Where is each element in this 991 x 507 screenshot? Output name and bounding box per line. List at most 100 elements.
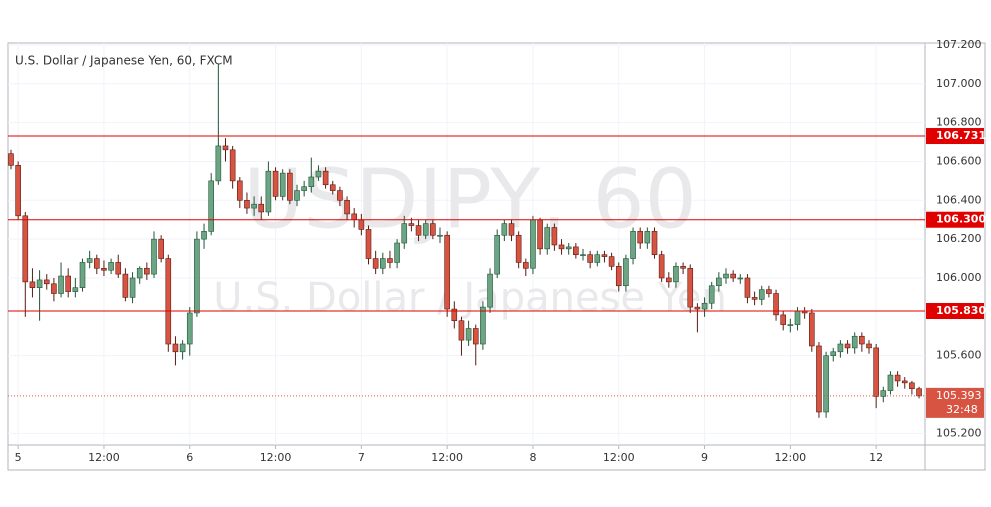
candle-body [365,229,372,259]
candle-body [430,223,436,236]
candle-body [665,277,672,283]
x-tick-label: 6 [186,451,193,464]
x-tick-label: 12 [869,451,883,464]
candle-body [94,258,100,269]
candle-body [86,258,93,263]
last-price-box [926,387,984,418]
candle-body [165,258,172,345]
x-tick-label: 12:00 [260,451,292,464]
candle-body [251,203,257,209]
last-price-label: 105.393 [936,389,982,402]
frame [7,42,986,471]
candle-body [558,244,565,250]
watermark-name: U.S. Dollar / Japanese Yen [213,275,727,321]
candle-body [458,320,465,341]
candle-body [573,246,579,255]
candle-body [258,203,265,213]
candle-body [787,324,794,326]
candle-body [494,234,501,275]
candle-body [901,380,908,384]
candle-body [451,308,458,322]
candle-body [909,382,915,389]
candle-body [658,254,665,279]
candle-body [551,227,558,246]
candle-body [859,335,865,345]
candle-body [823,355,829,413]
candle-body [758,289,765,300]
candle-body [422,223,429,236]
candle-body [129,277,136,298]
candle-body [358,219,365,230]
candle-body [401,223,408,244]
candle-body [816,345,822,413]
x-tick-label: 12:00 [88,451,120,464]
candle-body [144,267,150,275]
candle-body [22,215,29,283]
candle-body [415,225,422,236]
candle-body [630,231,636,259]
candle-body [108,262,114,271]
candle-body [808,312,815,347]
candle-body [315,170,322,178]
candle-body [115,262,122,275]
candle-body [522,262,529,269]
candle-body [308,176,315,188]
candle-body [565,246,572,250]
level-label: 106.731 [936,129,986,142]
y-tick-label: 105.200 [936,426,982,439]
candle-body [794,310,801,325]
candle-body [201,231,207,240]
candle-body [322,170,329,186]
candle-body [437,234,443,237]
candle-body [158,238,164,259]
candle-body [36,279,43,288]
candle-body [737,277,744,280]
candle-body [651,231,658,255]
candle-body [701,302,708,310]
candle-body [830,351,837,356]
candle-body [215,145,222,182]
candle-body [237,180,243,201]
candle-body [873,347,879,397]
candle-body [487,273,493,308]
candle-body [880,390,887,397]
level-label: 106.300 [936,213,986,226]
candle-body [208,180,214,232]
x-tick-label: 9 [701,451,708,464]
candle-body [637,231,644,244]
candle-body [43,279,50,285]
candle-body [537,219,543,250]
candle-body [72,287,79,292]
candle-body [780,314,787,325]
candle-body [186,312,193,345]
candle-body [744,277,751,298]
candle-body [515,234,522,263]
y-tick-label: 106.000 [936,271,982,284]
candle-body [287,172,293,201]
candle-body [279,172,286,197]
y-tick-label: 106.400 [936,193,982,206]
candle-body [351,213,358,221]
y-tick-label: 107.200 [936,38,982,51]
candle-body [580,254,586,256]
candle-body [480,306,486,345]
candle-body [51,283,57,294]
candle-body [916,388,922,397]
candle-body [8,153,14,166]
candle-body [716,277,722,287]
candle-body [773,293,779,316]
candle-body [65,275,71,292]
y-tick-label: 105.600 [936,349,982,362]
y-tick-label: 106.600 [936,154,982,167]
candle-body [680,266,686,269]
candle-body [623,258,629,287]
candle-body [687,267,694,308]
candle-body [501,223,508,236]
candle-body [837,343,844,353]
candle-body [844,343,851,349]
candle-body [866,343,872,349]
candle-body [751,297,758,300]
candle-body [594,254,601,263]
candle-body [673,266,679,283]
